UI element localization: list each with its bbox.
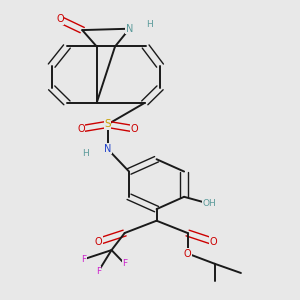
Text: OH: OH: [202, 199, 216, 208]
Text: N: N: [104, 144, 111, 154]
Text: F: F: [81, 255, 86, 264]
Text: S: S: [104, 119, 111, 129]
Text: H: H: [147, 20, 153, 29]
Text: O: O: [77, 124, 85, 134]
Text: F: F: [122, 259, 127, 268]
Text: O: O: [210, 237, 217, 247]
Text: N: N: [126, 24, 133, 34]
Text: O: O: [56, 14, 64, 25]
Text: O: O: [94, 237, 102, 247]
Text: F: F: [96, 267, 101, 276]
Text: O: O: [130, 124, 138, 134]
Text: H: H: [82, 149, 89, 158]
Text: O: O: [184, 248, 191, 259]
